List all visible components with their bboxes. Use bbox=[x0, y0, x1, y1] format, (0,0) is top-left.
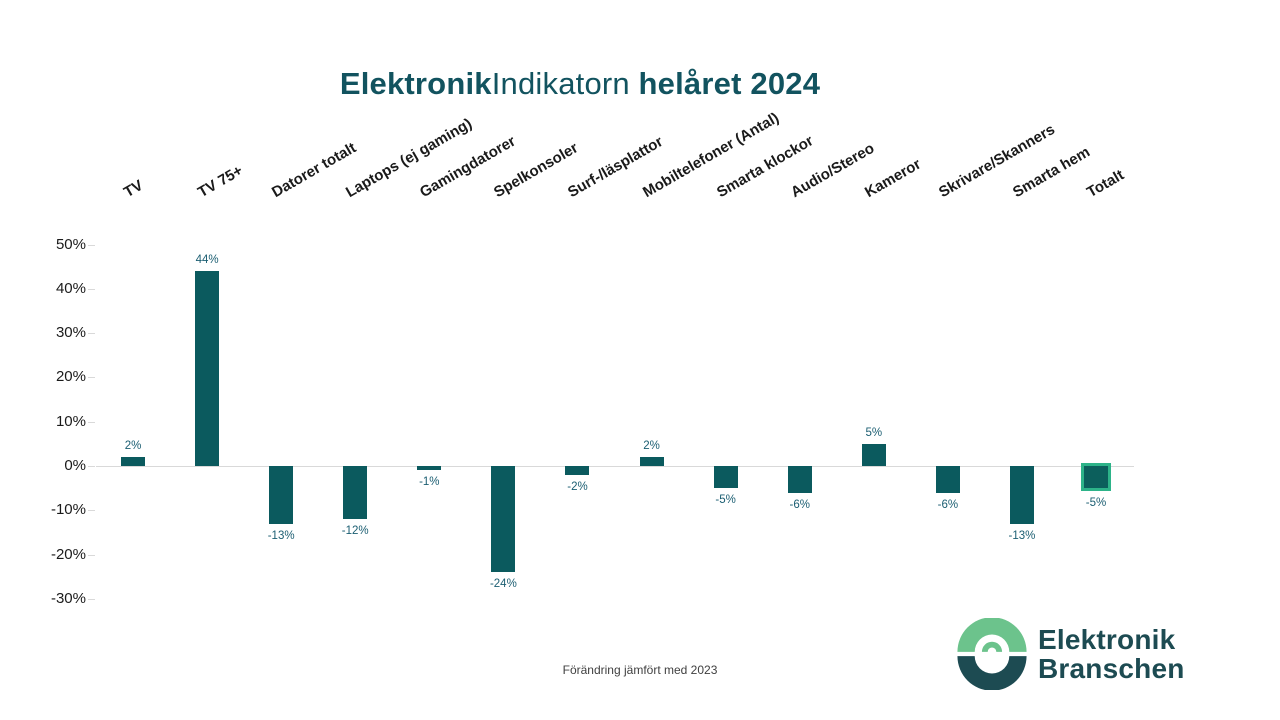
y-tick-label: -10% bbox=[50, 501, 86, 519]
bar-gamingdatorer bbox=[417, 466, 442, 471]
bar-totalt bbox=[1081, 463, 1112, 492]
value-label-smarta-hem: -13% bbox=[1008, 529, 1036, 542]
y-tick-mark bbox=[88, 466, 95, 467]
value-label-spelkonsoler: -24% bbox=[489, 578, 517, 591]
chart-caption: Förändring jämfört med 2023 bbox=[562, 663, 718, 677]
category-label-tv-75: TV 75+ bbox=[195, 162, 246, 202]
bar-surf-l-splattor bbox=[565, 466, 590, 475]
y-tick-mark bbox=[88, 244, 95, 246]
bar-kameror bbox=[861, 443, 886, 466]
y-tick-label: -30% bbox=[50, 589, 86, 607]
y-tick-label: 20% bbox=[55, 368, 86, 386]
y-tick-mark bbox=[88, 554, 95, 556]
y-tick-label: 50% bbox=[55, 235, 86, 253]
value-label-datorer-totalt: -13% bbox=[267, 529, 295, 542]
bar-tv bbox=[121, 457, 145, 466]
value-label-audio-stereo: -6% bbox=[789, 498, 810, 511]
y-tick-label: 30% bbox=[55, 324, 86, 342]
y-tick-mark bbox=[88, 510, 95, 512]
y-tick-label: -20% bbox=[50, 545, 86, 563]
category-label-totalt: Totalt bbox=[1084, 166, 1127, 202]
chart-title-part-indicator: Indikatorn bbox=[491, 66, 630, 101]
chart-title: ElektronikIndikatorn helåret 2024 bbox=[0, 66, 1160, 102]
bar-smarta-klockor bbox=[713, 466, 738, 489]
value-label-tv-75: 44% bbox=[195, 254, 219, 267]
bar-audio-stereo bbox=[787, 466, 812, 493]
y-tick-mark bbox=[88, 421, 95, 423]
bar-tv-75 bbox=[195, 271, 220, 466]
value-label-surf-l-splattor: -2% bbox=[567, 480, 588, 493]
category-label-mobiltelefoner-antal: Mobiltelefoner (Antal) bbox=[639, 109, 782, 202]
elektronikbranschen-logo: Elektronik Branschen bbox=[956, 618, 1185, 690]
y-tick-mark bbox=[88, 333, 95, 335]
y-tick-mark bbox=[88, 377, 95, 379]
y-tick-label: 10% bbox=[55, 412, 86, 430]
value-label-totalt: -5% bbox=[1085, 497, 1107, 510]
chart-title-part-brand: Elektronik bbox=[339, 66, 492, 101]
y-tick-label: 0% bbox=[64, 457, 86, 474]
value-label-laptops-ej-gaming: -12% bbox=[341, 525, 369, 538]
y-tick-mark bbox=[88, 288, 95, 290]
category-label-laptops-ej-gaming: Laptops (ej gaming) bbox=[343, 115, 476, 202]
value-label-gamingdatorer: -1% bbox=[419, 476, 440, 489]
bar-skrivare-skanners bbox=[935, 466, 960, 493]
value-label-tv: 2% bbox=[124, 440, 142, 453]
bar-spelkonsoler bbox=[491, 466, 516, 573]
bar-mobiltelefoner-antal bbox=[639, 457, 664, 466]
bar-laptops-ej-gaming bbox=[343, 466, 368, 520]
y-tick-label: 40% bbox=[55, 279, 86, 297]
logo-text-line2: Branschen bbox=[1038, 653, 1185, 684]
value-label-skrivare-skanners: -6% bbox=[937, 498, 959, 511]
category-label-tv: TV bbox=[121, 176, 147, 202]
elektronikbranschen-logo-icon bbox=[957, 618, 1027, 690]
x-axis-baseline bbox=[96, 466, 1134, 467]
value-label-mobiltelefoner-antal: 2% bbox=[643, 440, 660, 453]
bar-datorer-totalt bbox=[269, 466, 294, 524]
bar-smarta-hem bbox=[1009, 466, 1034, 524]
logo-text-line1: Elektronik bbox=[1038, 624, 1176, 655]
category-label-kameror: Kameror bbox=[861, 155, 924, 202]
chart-title-part-period: helåret 2024 bbox=[638, 66, 821, 101]
value-label-kameror: 5% bbox=[865, 426, 883, 439]
value-label-smarta-klockor: -5% bbox=[715, 494, 736, 507]
elektronikbranschen-logo-text: Elektronik Branschen bbox=[1038, 625, 1185, 683]
y-tick-mark bbox=[88, 598, 95, 600]
